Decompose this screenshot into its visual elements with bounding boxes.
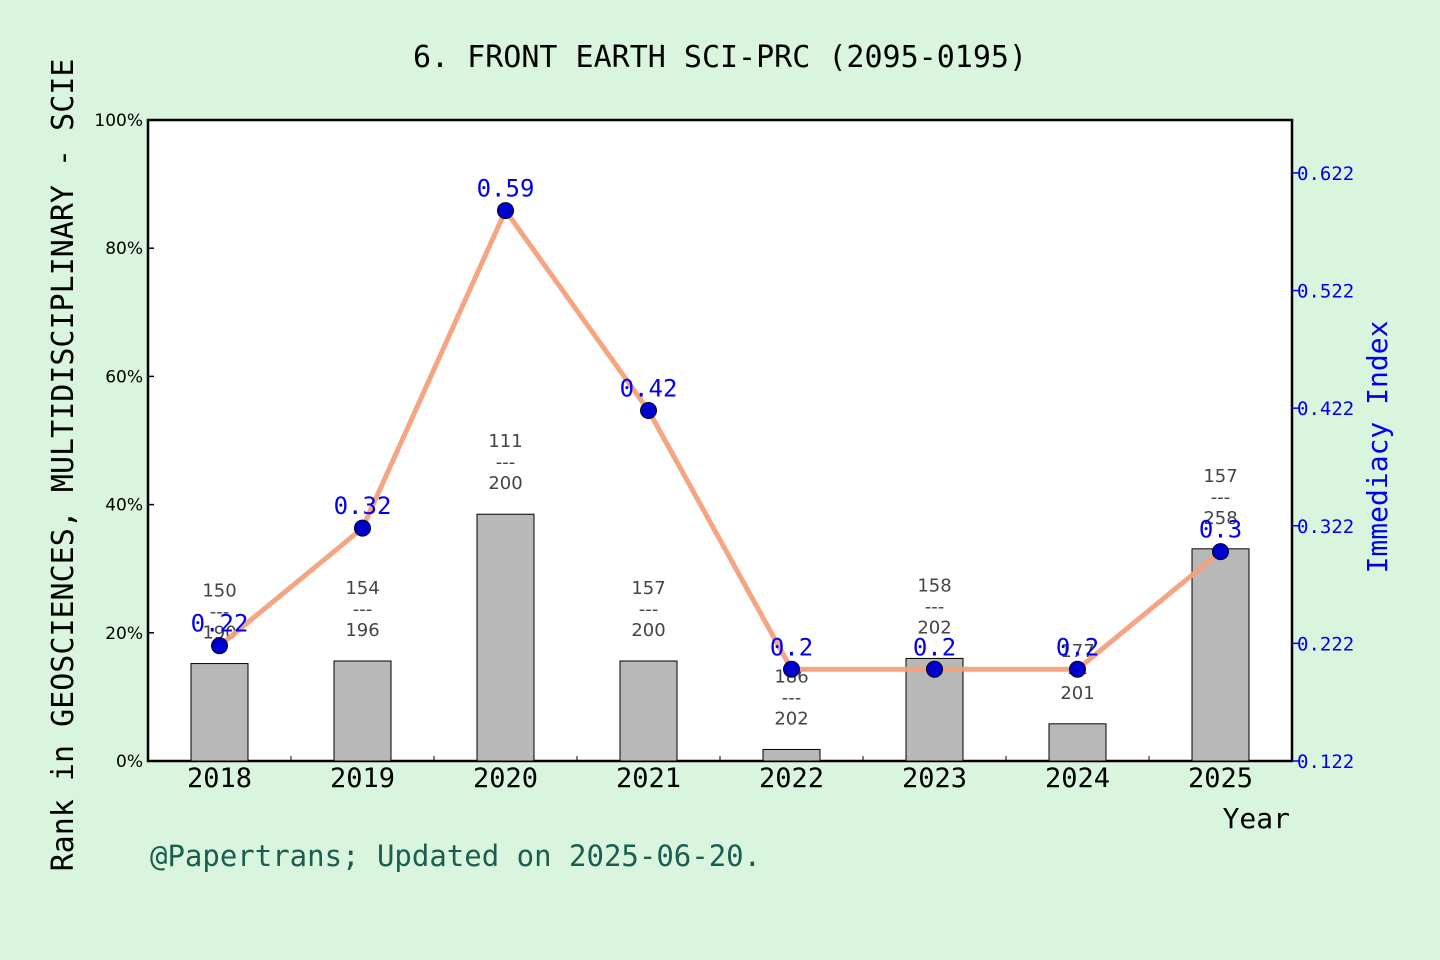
left-tick-label: 60% [105, 367, 143, 387]
bar-rank-separator: --- [1211, 487, 1231, 508]
immediacy-point [1212, 543, 1229, 561]
x-tick-label: 2018 [187, 763, 252, 794]
bar [1191, 548, 1250, 762]
x-tick-label: 2023 [902, 763, 967, 794]
left-tick-label: 100% [94, 111, 143, 131]
bar-total-label: 196 [345, 620, 379, 641]
x-tick-label: 2021 [616, 763, 681, 794]
bar [762, 748, 821, 762]
immediacy-value-label: 0.22 [191, 610, 249, 638]
y-axis-label-right: Immediacy Index [1361, 321, 1394, 574]
immediacy-point [354, 519, 371, 537]
right-tick-label: 0.422 [1297, 398, 1354, 420]
bar [1048, 723, 1107, 762]
immediacy-point [783, 660, 800, 678]
bar-rank-label: 150 [202, 581, 236, 602]
bar-rank-separator: --- [782, 687, 802, 708]
right-tick-label: 0.222 [1297, 633, 1354, 655]
immediacy-point [640, 402, 657, 420]
bar-rank-separator: --- [210, 602, 230, 623]
footer-credit: @Papertrans; Updated on 2025-06-20. [150, 839, 761, 873]
x-tick-label: 2020 [473, 763, 538, 794]
left-tick-label: 80% [105, 239, 143, 259]
bar-total-label: 201 [1060, 683, 1094, 704]
x-tick-label: 2019 [330, 763, 395, 794]
bar [476, 513, 535, 762]
immediacy-value-label: 0.2 [913, 633, 956, 661]
bar-total-label: 202 [917, 617, 951, 638]
right-tick-label: 0.322 [1297, 516, 1354, 538]
x-tick-label: 2025 [1188, 763, 1253, 794]
immediacy-value-label: 0.2 [770, 633, 813, 661]
bar-rank-label: 154 [345, 578, 379, 599]
bar-total-label: 202 [774, 708, 808, 729]
right-axis: 0.122 0.222 0.322 0.422 0.522 0.622 [1292, 163, 1354, 773]
left-tick-label: 40% [105, 496, 143, 516]
immediacy-line [217, 208, 1223, 672]
immediacy-value-label: 0.42 [620, 375, 678, 403]
bar-rank-label: 111 [488, 431, 522, 452]
bar-rank-label: 157 [1203, 466, 1237, 487]
bar-rank-label: 157 [631, 578, 665, 599]
bar-total-label: 200 [631, 620, 665, 641]
chart-title: 6. FRONT EARTH SCI-PRC (2095-0195) [413, 40, 1027, 75]
bar-rank-separator: --- [353, 599, 373, 620]
immediacy-value-label: 0.32 [334, 492, 392, 520]
bar-rank-separator: --- [496, 452, 516, 473]
bar-rank-separator: --- [639, 599, 659, 620]
right-tick-label: 0.622 [1297, 163, 1354, 185]
right-tick-label: 0.522 [1297, 281, 1354, 303]
bar-total-label: 258 [1203, 508, 1237, 529]
immediacy-point [926, 660, 943, 678]
left-tick-label: 20% [105, 624, 143, 644]
right-tick-label: 0.122 [1297, 751, 1354, 773]
bar-labels: 150---190154---196111---200157---200186-… [202, 431, 1237, 729]
line-series: 0.22 0.32 0.59 0.42 0.2 0.2 0.2 0.3 [191, 175, 1242, 678]
left-tick-label: 0% [116, 752, 143, 772]
bar-rank-label: 158 [917, 575, 951, 596]
x-tick-label: 2022 [759, 763, 824, 794]
immediacy-point [1069, 660, 1086, 678]
immediacy-point [497, 202, 514, 220]
bar-rank-separator: --- [925, 596, 945, 617]
immediacy-value-label: 0.59 [477, 175, 535, 203]
bar [190, 663, 249, 762]
bar-series [190, 513, 1250, 762]
x-axis-label: Year [1223, 802, 1290, 835]
y-axis-label-left: Rank in GEOSCIENCES, MULTIDISCIPLINARY -… [46, 59, 81, 872]
immediacy-value-label: 0.2 [1056, 633, 1099, 661]
plot-area [146, 118, 1294, 763]
immediacy-value-label: 0.3 [1199, 516, 1242, 544]
left-axis: 0% 20% 40% 60% 80% 100% [94, 111, 154, 772]
x-axis: 2018 2019 2020 2021 2022 2023 2024 2025 [187, 756, 1253, 794]
bar [333, 660, 392, 762]
bar [619, 660, 678, 762]
immediacy-point [211, 637, 228, 655]
bar-total-label: 200 [488, 473, 522, 494]
x-tick-label: 2024 [1045, 763, 1110, 794]
bar-rank-label: 177 [1060, 641, 1094, 662]
